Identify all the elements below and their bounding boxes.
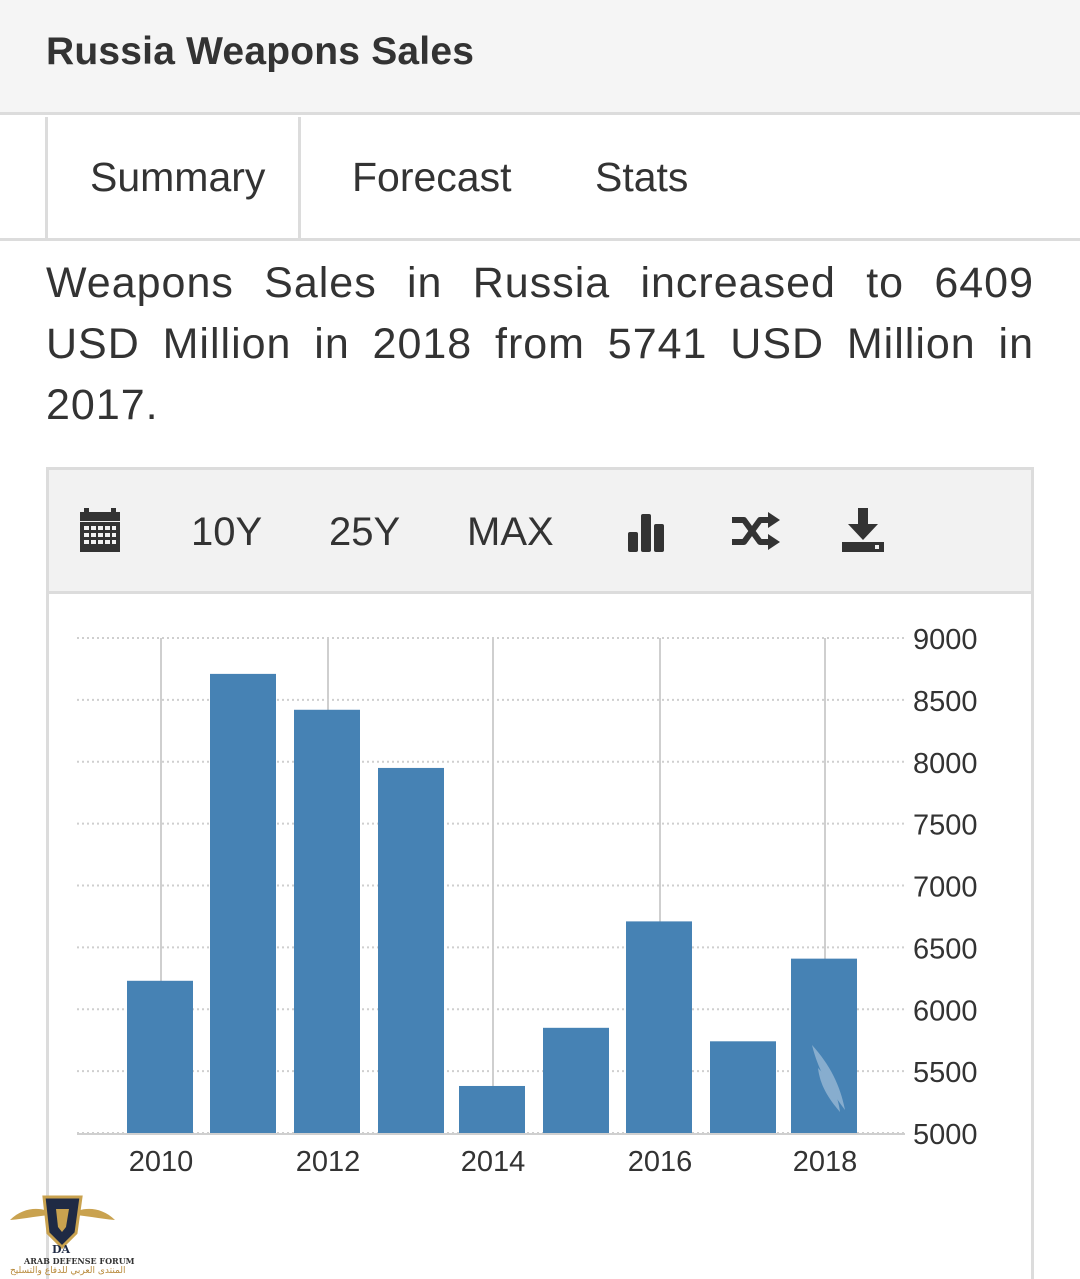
bar-2018[interactable] [791,958,857,1133]
y-tick-label: 7500 [913,810,978,842]
y-tick-label: 9000 [913,624,978,656]
bars [127,673,857,1133]
page-title: Russia Weapons Sales [46,30,475,73]
bar-2014[interactable] [459,1085,525,1133]
y-tick-label: 6500 [913,933,978,965]
y-tick-label: 8500 [913,686,978,718]
summary-text: Weapons Sales in Russia increased to 640… [46,259,1034,429]
chart-toolbar: 10Y 25Y MAX [49,470,1031,594]
bar-2017[interactable] [710,1041,776,1133]
tab-bar: Summary Forecast Stats [0,117,1080,241]
chart-watermark-icon [812,1045,845,1112]
calendar-icon[interactable] [80,508,120,557]
bar-2013[interactable] [378,767,444,1133]
y-tick-label: 7000 [913,872,978,904]
y-tick-label: 8000 [913,748,978,780]
shuffle-icon[interactable] [730,512,782,555]
bar-chart-icon[interactable] [626,510,668,557]
gridlines [77,637,905,1135]
x-tick-label: 2010 [129,1146,194,1178]
y-axis-ticks: 5000 5500 6000 6500 7000 7500 8000 8500 9000 [913,624,978,1151]
range-10y-button[interactable]: 10Y [191,510,263,554]
x-tick-label: 2016 [628,1146,693,1178]
forum-logo: DA [0,1185,125,1279]
x-tick-label: 2012 [296,1146,361,1178]
bar-2012[interactable] [294,709,360,1133]
logo-line1: ARAB DEFENSE FORUM [24,1256,135,1266]
x-tick-label: 2014 [461,1146,526,1178]
range-25y-button[interactable]: 25Y [329,510,401,554]
range-max-button[interactable]: MAX [467,510,554,554]
download-icon[interactable] [842,508,884,559]
bar-2010[interactable] [127,980,193,1133]
y-tick-label: 5500 [913,1057,978,1089]
tab-forecast[interactable]: Forecast [352,154,512,200]
bar-2015[interactable] [543,1027,609,1133]
logo-line2: المنتدى العربي للدفاع والتسليح [10,1266,126,1276]
tab-stats[interactable]: Stats [595,154,689,200]
x-axis-ticks: 2010 2012 2014 2016 2018 [129,1146,858,1178]
y-tick-label: 6000 [913,995,978,1027]
bar-2011[interactable] [210,673,276,1133]
y-tick-label: 5000 [913,1119,978,1151]
logo-badge-text: DA [52,1243,71,1256]
app-header: Russia Weapons Sales [0,0,1080,115]
tab-summary[interactable]: Summary [45,117,301,238]
x-tick-label: 2018 [793,1146,858,1178]
bar-2016[interactable] [626,921,692,1133]
